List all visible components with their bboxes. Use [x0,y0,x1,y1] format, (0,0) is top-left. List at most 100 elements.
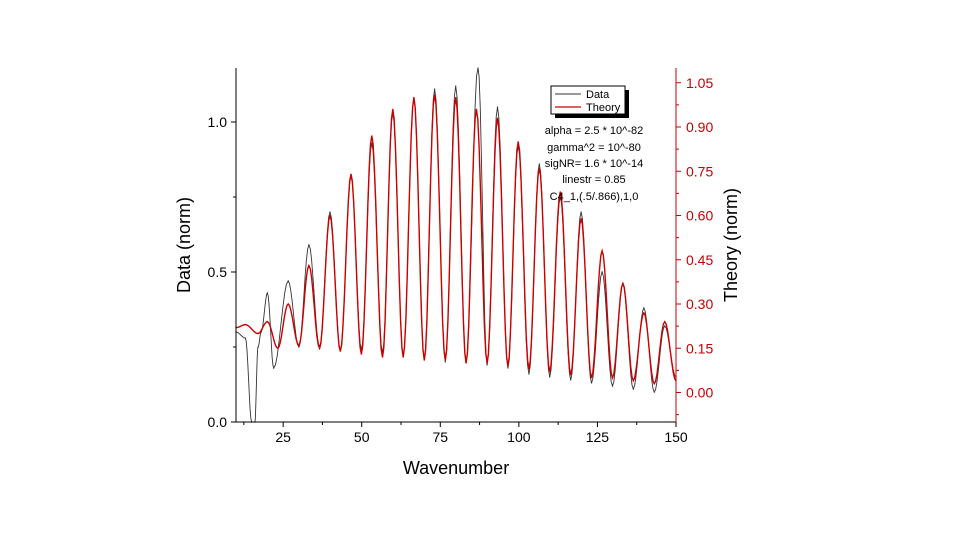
point-data [454,85,457,87]
x-tick-label: 25 [275,429,291,445]
x-tick-label: 50 [354,429,370,445]
point-theory [308,264,310,267]
point-data [632,388,635,390]
point-data [244,337,247,339]
series-layer [235,67,677,423]
point-theory [548,371,551,373]
point-theory [580,217,582,220]
point-theory [528,368,530,370]
point-theory [486,362,488,364]
point-theory [244,323,247,326]
y-right-tick-label: 0.45 [686,252,713,268]
y-right-axis-title: Theory (norm) [721,188,741,302]
annotation-line: alpha = 2.5 * 10^-82 [545,125,643,137]
point-theory [643,312,645,314]
point-theory [454,96,457,99]
point-theory [339,350,342,353]
point-data [257,346,259,348]
point-theory [287,303,290,305]
y-left-tick-label: 0.0 [208,414,228,430]
point-theory [433,93,436,96]
series-line-data [235,67,677,423]
point-theory [381,356,384,358]
point-theory [663,320,666,323]
x-axis-title: Wavenumber [403,458,509,478]
x-tick-label: 75 [432,429,448,445]
point-theory [257,332,259,335]
point-theory [632,379,635,382]
point-theory [465,362,467,364]
y-right-tick-label: 0.60 [686,208,713,224]
point-theory [266,320,269,323]
point-theory [475,108,478,111]
point-theory [507,365,509,367]
point-theory [371,135,373,137]
point-theory [517,141,519,143]
point-theory [392,108,394,111]
x-tick-label: 100 [507,429,531,445]
annotation-line: sigNR= 1.6 * 10^-14 [545,158,643,170]
annotation-line: linestr = 0.85 [562,174,625,186]
point-data [287,280,290,282]
point-theory [413,96,415,99]
point-theory [298,344,300,347]
point-theory [601,250,603,252]
point-data [548,376,551,378]
y-left-axis-title: Data (norm) [174,197,194,293]
point-data [329,211,331,213]
point-data [272,367,275,369]
ticks-layer: 25 50 75 100 125 150 0.0 0.5 1.0 0.00 0.15 0.30 0.45… [208,75,714,445]
parameter-annotation: alpha = 2.5 * 10^-82 gamma^2 = 10^-80 si… [545,125,643,203]
point-data [496,106,499,108]
point-theory [559,191,562,193]
point-theory [360,353,363,355]
x-tick-label: 150 [664,429,688,445]
legend: Data Theory [550,85,629,118]
annotation-line: C4_1,(.5/.866),1,0 [550,191,639,203]
y-right-tick-label: 0.75 [686,163,713,179]
point-theory [611,377,614,379]
point-data [266,292,269,294]
point-data [486,364,488,366]
point-data [580,211,582,213]
point-theory [318,347,321,350]
point-data [298,346,300,348]
point-theory [569,374,572,376]
point-theory [496,117,499,119]
y-right-tick-label: 0.15 [686,340,713,356]
point-data [308,244,310,246]
point-theory [622,282,624,285]
y-right-tick-label: 1.05 [686,75,713,91]
point-theory [590,377,593,379]
series-line-theory [235,94,677,386]
point-theory [444,359,447,361]
point-data [590,382,593,384]
legend-data-label: Data [586,89,610,101]
point-data [569,379,572,381]
point-theory [538,167,541,170]
point-data [611,385,614,387]
point-theory [350,173,352,175]
point-theory [277,347,279,350]
point-data [433,88,436,90]
point-theory [653,382,656,385]
point-data [477,67,479,69]
point-data [601,271,603,273]
point-theory [402,356,405,358]
point-theory [423,359,426,361]
y-left-tick-label: 1.0 [208,114,228,130]
annotation-line: gamma^2 = 10^-80 [547,142,641,154]
point-data [643,307,645,309]
y-right-tick-label: 0.00 [686,385,713,401]
y-left-tick-label: 0.5 [208,264,228,280]
x-tick-label: 125 [586,429,610,445]
point-data [528,373,530,375]
point-data [538,163,541,165]
point-theory [329,214,331,217]
y-right-tick-label: 0.90 [686,119,713,135]
point-data [444,361,447,363]
legend-theory-label: Theory [586,102,621,114]
point-data [663,325,666,327]
point-data [507,367,509,369]
